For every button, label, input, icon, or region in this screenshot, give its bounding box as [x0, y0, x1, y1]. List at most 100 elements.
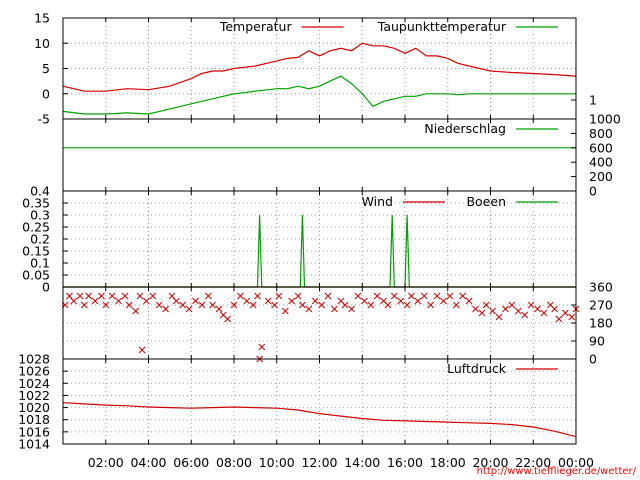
wind-direction-point: [433, 292, 441, 300]
panel-wind_direction: 360 270 180 90 0: [61, 280, 613, 367]
wind-direction-point: [446, 292, 454, 300]
wind-direction-point: [294, 292, 302, 300]
wind-direction-point: [185, 305, 193, 313]
wind-direction-point: [108, 292, 116, 300]
wind-direction-point: [172, 297, 180, 305]
wind-direction-point: [132, 307, 140, 315]
wind-direction-point: [66, 292, 73, 300]
wind-direction-point: [85, 292, 93, 300]
wind-direction-point: [249, 301, 257, 309]
legend-label: Niederschlag: [424, 121, 506, 136]
y-tick-label-wind: 0: [42, 280, 50, 295]
series-line-pressure-0: [62, 402, 577, 438]
wind-direction-point: [354, 292, 362, 300]
wind-direction-point: [149, 292, 157, 300]
wind-direction-point: [311, 297, 319, 305]
y-tick-label-pressure: 1016: [18, 424, 50, 439]
wind-direction-point: [408, 292, 415, 300]
wind-direction-point: [452, 301, 460, 309]
y-tick-label-right-wind_direction: 180: [589, 316, 613, 331]
y-tick-label-pressure: 1028: [18, 352, 50, 367]
wind-direction-point: [465, 297, 473, 305]
y-tick-label-pressure: 1018: [18, 412, 50, 427]
y-tick-label-right-precipitation: 0: [589, 184, 597, 199]
wind-direction-point: [136, 292, 144, 300]
x-tick-label: 14:00: [344, 455, 380, 470]
legend-label: Luftdruck: [447, 361, 507, 376]
y-tick-label-right-precipitation: 400: [589, 155, 613, 170]
wind-direction-point: [555, 315, 563, 323]
wind-direction-point: [70, 297, 78, 305]
wind-direction-point: [102, 301, 110, 309]
wind-direction-point: [138, 346, 146, 354]
y-tick-label-wind: 0.05: [22, 268, 50, 283]
wind-direction-point: [414, 297, 422, 305]
wind-direction-point: [204, 292, 212, 300]
y-tick-label-wind: 0.25: [22, 220, 50, 235]
x-tick-label: 20:00: [472, 455, 508, 470]
legend-label: Temperatur: [219, 19, 293, 34]
wind-direction-point: [98, 292, 105, 300]
y-tick-label-temperature: 0: [42, 86, 50, 101]
wind-direction-point: [514, 307, 522, 315]
wind-direction-point: [440, 297, 447, 305]
wind-direction-point: [275, 292, 283, 300]
wind-direction-point: [495, 313, 503, 321]
series-line-temperature-1: [62, 75, 576, 115]
y-tick-label-temperature: 15: [34, 11, 50, 26]
wind-direction-point: [243, 297, 251, 305]
wind-direction-point: [271, 301, 278, 309]
wind-direction-point: [420, 292, 428, 300]
y-tick-label-wind: 0.4: [30, 184, 50, 199]
wind-direction-point: [472, 305, 479, 313]
wind-direction-point: [281, 307, 289, 315]
y-tick-label-temperature: 5: [42, 61, 50, 76]
y-tick-label-right-precipitation: 200: [589, 169, 613, 184]
y-tick-label-wind: 0.3: [30, 208, 50, 223]
wind-direction-point: [155, 301, 163, 309]
y-tick-label-wind: 0.2: [30, 232, 50, 247]
wind-direction-point: [305, 305, 313, 313]
panel-temperature: 15 10 5 0 -5 1 Taupunkttemperatur Temperatur: [34, 11, 597, 127]
wind-direction-point: [143, 297, 150, 305]
x-tick-label: 10:00: [259, 455, 295, 470]
wind-direction-point: [192, 297, 199, 305]
y-tick-label-right-wind_direction: 0: [589, 352, 597, 367]
x-tick-label: 04:00: [130, 455, 166, 470]
wind-direction-point: [551, 305, 558, 313]
wind-direction-point: [527, 301, 535, 309]
panel-wind: 0.40.350.30.250.20.150.10.050 Boeen Wind: [22, 184, 577, 295]
wind-direction-point: [168, 292, 176, 300]
y-tick-label-right-wind_direction: 90: [589, 334, 605, 349]
wind-direction-point: [288, 297, 296, 305]
y-tick-label-pressure: 1020: [18, 400, 50, 415]
wind-direction-point: [478, 309, 486, 317]
wind-direction-point: [403, 301, 411, 309]
wind-direction-point: [121, 292, 129, 300]
wind-direction-point: [384, 301, 392, 309]
x-axis: 02:00 04:00 06:00 08:00 10:00 12:00 14:00 16:00…: [88, 455, 594, 470]
wind-direction-point: [230, 301, 238, 309]
x-tick-label: 16:00: [387, 455, 423, 470]
wind-direction-point: [264, 297, 272, 305]
wind-direction-point: [397, 297, 405, 305]
wind-direction-point: [361, 297, 368, 305]
y-tick-label-temperature: -5: [38, 112, 50, 127]
y-tick-label-right-precipitation: 800: [589, 126, 613, 141]
wind-direction-point: [81, 301, 88, 309]
y-tick-label-right-wind_direction: 360: [589, 280, 613, 295]
x-tick-label: 22:00: [515, 455, 551, 470]
wind-direction-point: [540, 309, 548, 317]
x-tick-label: 02:00: [88, 455, 124, 470]
wind-direction-point: [348, 305, 355, 313]
wind-direction-point: [125, 301, 133, 309]
x-tick-label: 06:00: [173, 455, 209, 470]
x-tick-label: 08:00: [216, 455, 252, 470]
y-tick-label-wind: 0.1: [30, 256, 50, 271]
y-tick-label-right-wind_direction: 270: [589, 298, 613, 313]
wind-direction-point: [299, 301, 306, 309]
source-url[interactable]: http://www.tiefflieger.de/wetter/: [477, 466, 637, 477]
y-tick-label-pressure: 1026: [18, 364, 50, 379]
